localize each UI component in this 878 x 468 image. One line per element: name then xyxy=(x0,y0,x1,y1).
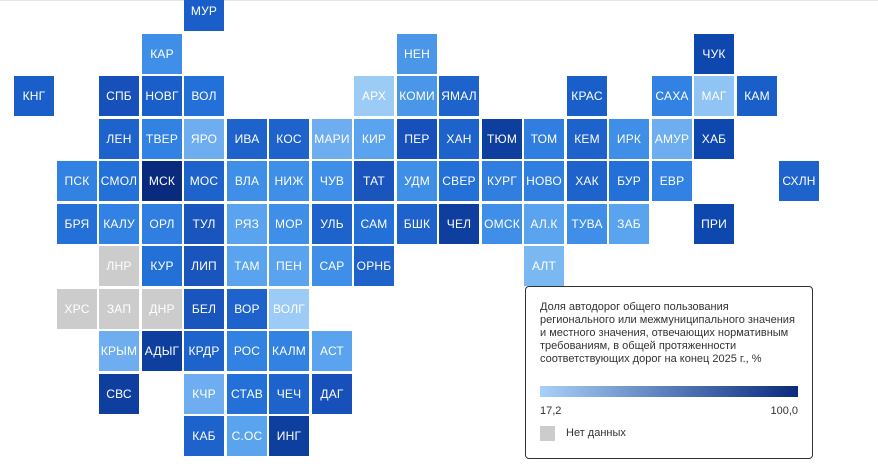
region-tile[interactable]: САМ xyxy=(354,204,394,244)
region-tile[interactable]: ПРИ xyxy=(694,204,734,244)
region-tile[interactable]: КУР xyxy=(142,246,182,286)
region-tile[interactable]: НОВГ xyxy=(142,76,182,116)
region-tile[interactable]: РЯЗ xyxy=(227,204,267,244)
region-tile[interactable]: КРЫМ xyxy=(99,331,139,371)
region-tile[interactable]: КИР xyxy=(354,119,394,159)
region-tile[interactable]: АЛТ xyxy=(524,246,564,286)
region-tile[interactable]: ИВА xyxy=(227,119,267,159)
region-tile[interactable]: КАБ xyxy=(184,416,224,456)
region-tile[interactable]: ОРНБ xyxy=(354,246,394,286)
region-tile[interactable]: ХАК xyxy=(567,161,607,201)
region-tile[interactable]: ХАБ xyxy=(694,119,734,159)
region-tile[interactable]: ЕВР xyxy=(652,161,692,201)
region-tile[interactable]: МУР xyxy=(184,0,224,31)
region-tile[interactable]: КРАС xyxy=(567,76,607,116)
region-tile[interactable]: ОРЛ xyxy=(142,204,182,244)
region-tile[interactable]: ТУЛ xyxy=(184,204,224,244)
region-tile[interactable]: ИРК xyxy=(609,119,649,159)
region-tile[interactable]: ПЕР xyxy=(397,119,437,159)
region-tile[interactable]: УЛЬ xyxy=(312,204,352,244)
region-tile[interactable]: НИЖ xyxy=(269,161,309,201)
region-tile[interactable]: САХА xyxy=(652,76,692,116)
region-tile[interactable]: МОР xyxy=(269,204,309,244)
legend-no-data-swatch xyxy=(540,426,555,441)
region-tile[interactable]: ЛИП xyxy=(184,246,224,286)
region-tile[interactable]: КАЛУ xyxy=(99,204,139,244)
region-tile[interactable]: ВОЛ xyxy=(184,76,224,116)
region-tile[interactable]: НЕН xyxy=(397,34,437,74)
region-tile[interactable]: МАГ xyxy=(694,76,734,116)
region-tile[interactable]: КУРГ xyxy=(482,161,522,201)
legend: Доля автодорог общего пользования регион… xyxy=(525,286,813,459)
legend-title: Доля автодорог общего пользования регион… xyxy=(540,301,795,365)
region-tile[interactable]: ЧУВ xyxy=(312,161,352,201)
region-tile[interactable]: КЧР xyxy=(184,374,224,414)
legend-min-label: 17,2 xyxy=(540,405,562,417)
region-tile[interactable]: ЧУК xyxy=(694,34,734,74)
region-tile[interactable]: СВЕР xyxy=(439,161,479,201)
region-tile[interactable]: ЛНР xyxy=(99,246,139,286)
region-tile[interactable]: ВОР xyxy=(227,289,267,329)
region-tile[interactable]: УДМ xyxy=(397,161,437,201)
region-tile[interactable]: ЗАБ xyxy=(609,204,649,244)
legend-no-data-label: Нет данных xyxy=(566,427,626,439)
region-tile[interactable]: ПЕН xyxy=(269,246,309,286)
region-tile[interactable]: ВЛА xyxy=(227,161,267,201)
region-tile[interactable]: ДНР xyxy=(142,289,182,329)
region-tile[interactable]: ТОМ xyxy=(524,119,564,159)
region-tile[interactable]: МОС xyxy=(184,161,224,201)
region-tile[interactable]: КРДР xyxy=(184,331,224,371)
region-tile[interactable]: АМУР xyxy=(652,119,692,159)
region-tile[interactable]: КНГ xyxy=(14,76,54,116)
region-tile[interactable]: ТВЕР xyxy=(142,119,182,159)
region-tile[interactable]: КОМИ xyxy=(397,76,437,116)
region-tile[interactable]: ЧЕЧ xyxy=(269,374,309,414)
region-tile[interactable]: ВОЛГ xyxy=(269,289,309,329)
region-tile[interactable]: СВС xyxy=(99,374,139,414)
legend-max-label: 100,0 xyxy=(770,405,798,417)
region-tile[interactable]: РОС xyxy=(227,331,267,371)
region-tile[interactable]: ЧЕЛ xyxy=(439,204,479,244)
region-tile[interactable]: ЯРО xyxy=(184,119,224,159)
region-tile[interactable]: БУР xyxy=(609,161,649,201)
region-tile[interactable]: ТАМ xyxy=(227,246,267,286)
region-tile[interactable]: МАРИ xyxy=(312,119,352,159)
region-tile[interactable]: ХРС xyxy=(57,289,97,329)
region-tile[interactable]: ОМСК xyxy=(482,204,522,244)
top-divider xyxy=(0,0,878,1)
region-tile[interactable]: СМОЛ xyxy=(99,161,139,201)
region-tile[interactable]: КАР xyxy=(142,34,182,74)
legend-color-scale xyxy=(540,386,798,397)
region-tile[interactable]: БЕЛ xyxy=(184,289,224,329)
region-tile[interactable]: КАМ xyxy=(737,76,777,116)
region-tile[interactable]: ЛЕН xyxy=(99,119,139,159)
region-tile[interactable]: МСК xyxy=(142,161,182,201)
region-tile[interactable]: САР xyxy=(312,246,352,286)
region-tile[interactable]: БРЯ xyxy=(57,204,97,244)
region-tile[interactable]: КЕМ xyxy=(567,119,607,159)
region-tile[interactable]: СХЛН xyxy=(779,161,819,201)
region-tile[interactable]: АСТ xyxy=(312,331,352,371)
region-tile[interactable]: ДАГ xyxy=(312,374,352,414)
region-tile[interactable]: АЛ.К xyxy=(524,204,564,244)
region-tile[interactable]: СТАВ xyxy=(227,374,267,414)
region-tile[interactable]: КАЛМ xyxy=(269,331,309,371)
region-tile[interactable]: ТУВА xyxy=(567,204,607,244)
region-tile[interactable]: СПБ xyxy=(99,76,139,116)
region-tile[interactable]: ЗАП xyxy=(99,289,139,329)
region-tile[interactable]: КОС xyxy=(269,119,309,159)
region-tile[interactable]: БШК xyxy=(397,204,437,244)
region-tile[interactable]: АРХ xyxy=(354,76,394,116)
region-tile[interactable]: АДЫГ xyxy=(142,331,182,371)
region-tile[interactable]: ЯМАЛ xyxy=(439,76,479,116)
region-tile[interactable]: НОВО xyxy=(524,161,564,201)
region-tile[interactable]: С.ОС xyxy=(227,416,267,456)
region-tile[interactable]: ИНГ xyxy=(269,416,309,456)
region-tile[interactable]: ПСК xyxy=(57,161,97,201)
region-tile[interactable]: ТАТ xyxy=(354,161,394,201)
region-tile[interactable]: ХАН xyxy=(439,119,479,159)
region-tile[interactable]: ТЮМ xyxy=(482,119,522,159)
